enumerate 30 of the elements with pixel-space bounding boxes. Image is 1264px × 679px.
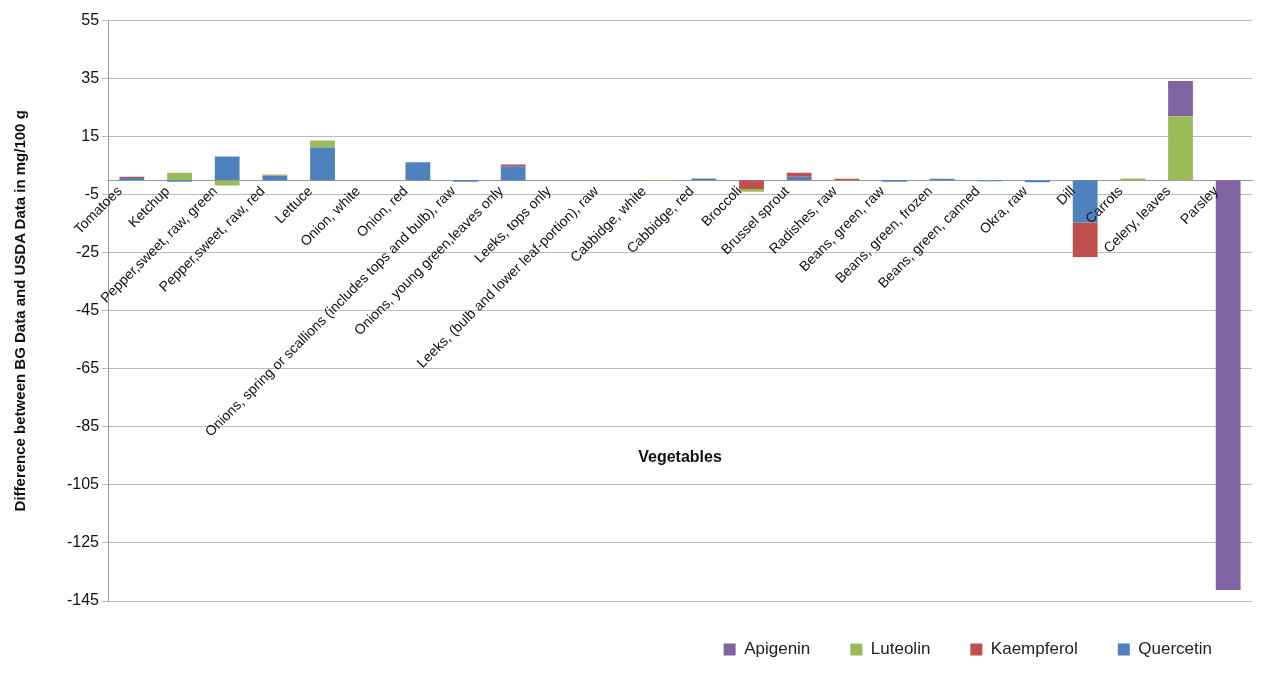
bar (405, 162, 431, 181)
y-tick-label: -105 (66, 475, 100, 493)
bar (500, 166, 526, 181)
bar (214, 180, 240, 186)
x-tick-label: Dill (1052, 182, 1079, 208)
legend-label: Luteolin (870, 639, 931, 659)
y-tick-label: -145 (66, 591, 100, 609)
bar (167, 172, 192, 181)
bar (262, 175, 288, 181)
legend-label: Quercetin (1138, 639, 1212, 659)
bar (310, 140, 335, 148)
bar (214, 156, 240, 181)
y-tick-label: -25 (75, 243, 100, 261)
y-tick-label: 15 (81, 127, 100, 145)
legend-label: Kaempferol (990, 639, 1078, 659)
bar (310, 147, 335, 181)
bar (1168, 80, 1193, 117)
bar (786, 172, 812, 177)
bar (1025, 180, 1050, 183)
bar (1168, 116, 1193, 181)
y-tick-label: 35 (81, 69, 100, 87)
y-tick-label: -85 (75, 417, 100, 435)
y-tick-label: -65 (75, 359, 100, 377)
x-axis-title: Vegetables (638, 447, 722, 465)
y-axis-title: Difference between BG Data and USDA Data in mg/100 g (11, 110, 29, 512)
bar (1072, 222, 1098, 258)
y-tick-label: -125 (66, 533, 100, 551)
y-tick-label: 55 (81, 11, 100, 29)
y-tick-label: -45 (75, 301, 100, 319)
legend-label: Apigenin (744, 639, 811, 659)
